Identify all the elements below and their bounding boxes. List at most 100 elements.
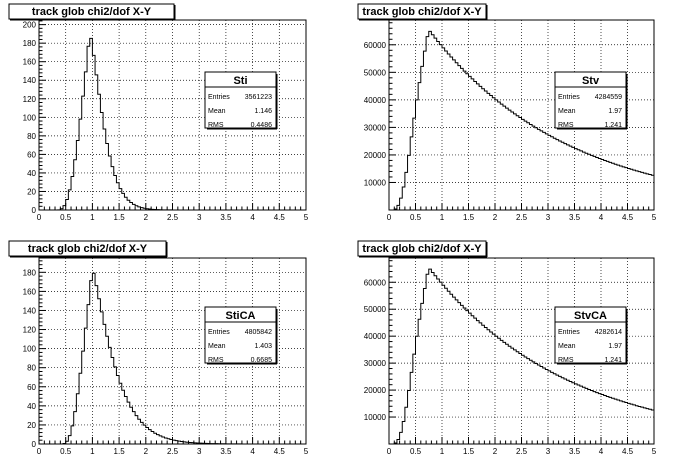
y-tick-label: 20000: [364, 386, 387, 395]
x-axis: 0 0.5 1 1.5 2 2.5 3 3.5 4 4.5 5: [37, 437, 309, 456]
y-tick-label: 20: [27, 187, 36, 196]
x-axis: 0 0.5 1 1.5 2 2.5 3 3.5 4 4.5 5: [387, 437, 657, 456]
x-tick-label: 3: [546, 213, 551, 222]
stats-name: Stv: [582, 75, 600, 87]
y-tick-label: 120: [23, 95, 37, 104]
x-tick-label: 2.5: [167, 447, 179, 456]
stats-mean-label: Mean: [208, 343, 226, 350]
x-tick-label: 5: [304, 213, 309, 222]
x-axis: 0 0.5 1 1.5 2 2.5 3 3.5 4 4.5 5: [387, 203, 657, 222]
stats-mean-value: 1.146: [254, 108, 272, 115]
stats-name: Sti: [233, 75, 247, 87]
y-tick-label: 30000: [364, 123, 387, 132]
x-tick-label: 0.5: [410, 447, 422, 456]
x-tick-label: 4.5: [274, 213, 286, 222]
x-tick-label: 5: [652, 213, 657, 222]
y-tick-label: 40000: [364, 96, 387, 105]
x-tick-label: 2: [144, 213, 149, 222]
y-tick-label: 10000: [364, 178, 387, 187]
x-tick-label: 3.5: [220, 213, 232, 222]
histogram-pad-1: 0 0.5 1 1.5 2 2.5 3 3.5 4 4.5 5 0 20 40 60 80 100 120 140 1…: [8, 3, 309, 222]
stats-rms-label: RMS: [208, 357, 224, 364]
y-tick-label: 10000: [364, 413, 387, 422]
grid: [389, 20, 654, 210]
x-tick-label: 0: [387, 447, 392, 456]
x-tick-label: 2: [493, 213, 498, 222]
y-tick-label: 140: [23, 306, 37, 315]
x-tick-label: 2: [144, 447, 149, 456]
chart-title: track glob chi2/dof X-Y: [362, 6, 482, 18]
y-tick-label: 200: [23, 21, 37, 30]
x-tick-label: 4.5: [622, 447, 634, 456]
y-tick-label: 40000: [364, 332, 387, 341]
title-box: [8, 240, 167, 257]
stats-mean-label: Mean: [208, 108, 226, 115]
x-tick-label: 5: [304, 447, 309, 456]
x-tick-label: 0: [387, 213, 392, 222]
x-tick-label: 1: [90, 213, 95, 222]
y-tick-label: 180: [23, 268, 37, 277]
stats-box: [554, 306, 627, 364]
x-tick-label: 4.5: [274, 447, 286, 456]
x-tick-label: 1: [440, 213, 445, 222]
y-axis: 0 20 40 60 80 100 120 140 160 180 200: [23, 20, 46, 215]
y-tick-label: 180: [23, 39, 37, 48]
stats-box: [204, 71, 277, 129]
y-tick-label: 140: [23, 76, 37, 85]
stats-entries-label: Entries: [558, 94, 580, 101]
x-tick-label: 5: [652, 447, 657, 456]
y-tick-label: 60: [27, 150, 36, 159]
stats-name: StvCA: [574, 310, 607, 322]
y-tick-label: 0: [32, 206, 37, 215]
x-tick-label: 3.5: [569, 213, 581, 222]
stats-rms-value: 1.241: [604, 357, 622, 364]
x-tick-label: 0: [37, 213, 42, 222]
y-tick-label: 60000: [364, 278, 387, 287]
stats-entries-label: Entries: [208, 329, 230, 336]
y-tick-label: 100: [23, 113, 37, 122]
x-tick-label: 4: [250, 213, 255, 222]
x-tick-label: 2.5: [516, 447, 528, 456]
stats-entries-value: 4284559: [595, 94, 622, 101]
x-tick-label: 4: [599, 447, 604, 456]
stats-rms-value: 1.241: [604, 122, 622, 129]
stats-name: StiCA: [226, 310, 256, 322]
x-tick-label: 1.5: [463, 213, 475, 222]
y-tick-label: 60: [27, 383, 36, 392]
x-tick-label: 3.5: [569, 447, 581, 456]
stats-entries-label: Entries: [558, 329, 580, 336]
y-axis: 10000 20000 30000 40000 50000 60000: [364, 260, 396, 422]
stats-rms-label: RMS: [558, 122, 574, 129]
y-tick-label: 100: [23, 345, 37, 354]
stats-mean-value: 1.97: [608, 343, 622, 350]
y-tick-label: 80: [27, 364, 36, 373]
x-tick-label: 2: [493, 447, 498, 456]
x-tick-label: 0: [37, 447, 42, 456]
x-tick-label: 1.5: [463, 447, 475, 456]
x-tick-label: 0.5: [60, 213, 72, 222]
x-tick-label: 3.5: [220, 447, 232, 456]
histogram-series: [389, 268, 654, 445]
chart-title: track glob chi2/dof X-Y: [28, 243, 148, 255]
stats-box: [204, 306, 277, 364]
x-tick-label: 1: [90, 447, 95, 456]
y-tick-label: 120: [23, 326, 37, 335]
x-tick-label: 3: [197, 213, 202, 222]
x-tick-label: 0.5: [410, 213, 422, 222]
y-tick-label: 50000: [364, 305, 387, 314]
stats-mean-value: 1.403: [254, 343, 272, 350]
y-tick-label: 30000: [364, 359, 387, 368]
x-tick-label: 4.5: [622, 213, 634, 222]
stats-entries-value: 3561223: [245, 94, 272, 101]
x-tick-label: 3: [197, 447, 202, 456]
stats-entries-value: 4805842: [245, 329, 272, 336]
x-tick-label: 4: [250, 447, 255, 456]
histogram-pad-3: 0 0.5 1 1.5 2 2.5 3 3.5 4 4.5 5 0 20 40 60 80 100 120 140 1…: [8, 240, 309, 456]
x-tick-label: 1: [440, 447, 445, 456]
x-tick-label: 1.5: [114, 213, 126, 222]
x-tick-label: 2.5: [516, 213, 528, 222]
y-tick-label: 50000: [364, 68, 387, 77]
x-tick-label: 3: [546, 447, 551, 456]
histogram-pad-2: 0 0.5 1 1.5 2 2.5 3 3.5 4 4.5 5 10000 20000 30000 4000…: [357, 3, 657, 222]
